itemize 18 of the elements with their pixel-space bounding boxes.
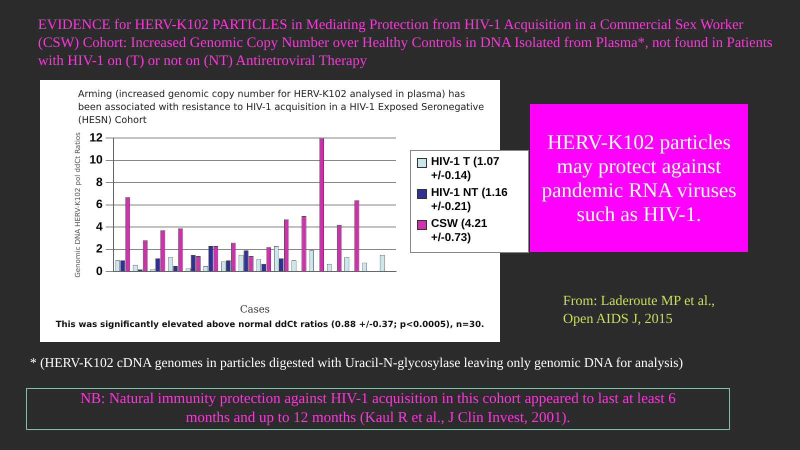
y-tick-label: 6: [96, 197, 104, 212]
y-tick-label: 2: [96, 242, 104, 256]
legend-label: HIV-1 T (1.07 +/-0.14): [431, 155, 500, 183]
text: * (HERV-K102 cDNA genomes in particles digested with Uracil-N-glycosylase leaving only genomic DNA for analysis): [30, 355, 684, 371]
legend-label: CSW (4.21 +/-0.73): [431, 217, 488, 245]
y-tick-label: 12: [89, 130, 104, 145]
y-tick-label: 0: [96, 264, 104, 278]
text: From: Laderoute MP et al., Open AIDS J, 2015: [563, 293, 716, 329]
chart-title: EVIDENCE for HERV-K102 PARTICLES in Mediating Protection from HIV-1 Acquisition in a Commercial Sex Worker (CSW) Cohort: Increased Genomic Copy Number over Healthy Controls in DNA Isolated from Plasma*, not found in Patients with HIV-1 on (T) or not on (NT) Antiretroviral Therapy: [38, 16, 774, 70]
y-tick-label: 10: [89, 152, 104, 167]
text: NB: Natural immunity protection against HIV-1 acquisition in this cohort appeared to last at least 6 months and up to 12 months (Kaul R et al., J Clin Invest, 2001).: [26, 388, 730, 430]
text: HERV-K102 particles may protect against pandemic RNA viruses such as HIV-1.: [530, 104, 748, 252]
text: This was significantly elevated above normal ddCt ratios (0.88 +/-0.37; p<0.0005), n=30.: [54, 320, 486, 330]
y-tick-label: 8: [96, 174, 104, 189]
chart-subtitle: Arming (increased genomic copy number for HERV-K102 analysed in plasma) has been associated with resistance to HIV-1 acquisition in a HIV-1 Exposed Seronegative (HESN) Cohort: [78, 88, 486, 127]
x-axis-title: Cases: [240, 304, 270, 316]
legend-label: HIV-1 NT (1.16 +/-0.21): [431, 186, 509, 214]
y-tick-label: 4: [96, 219, 104, 234]
